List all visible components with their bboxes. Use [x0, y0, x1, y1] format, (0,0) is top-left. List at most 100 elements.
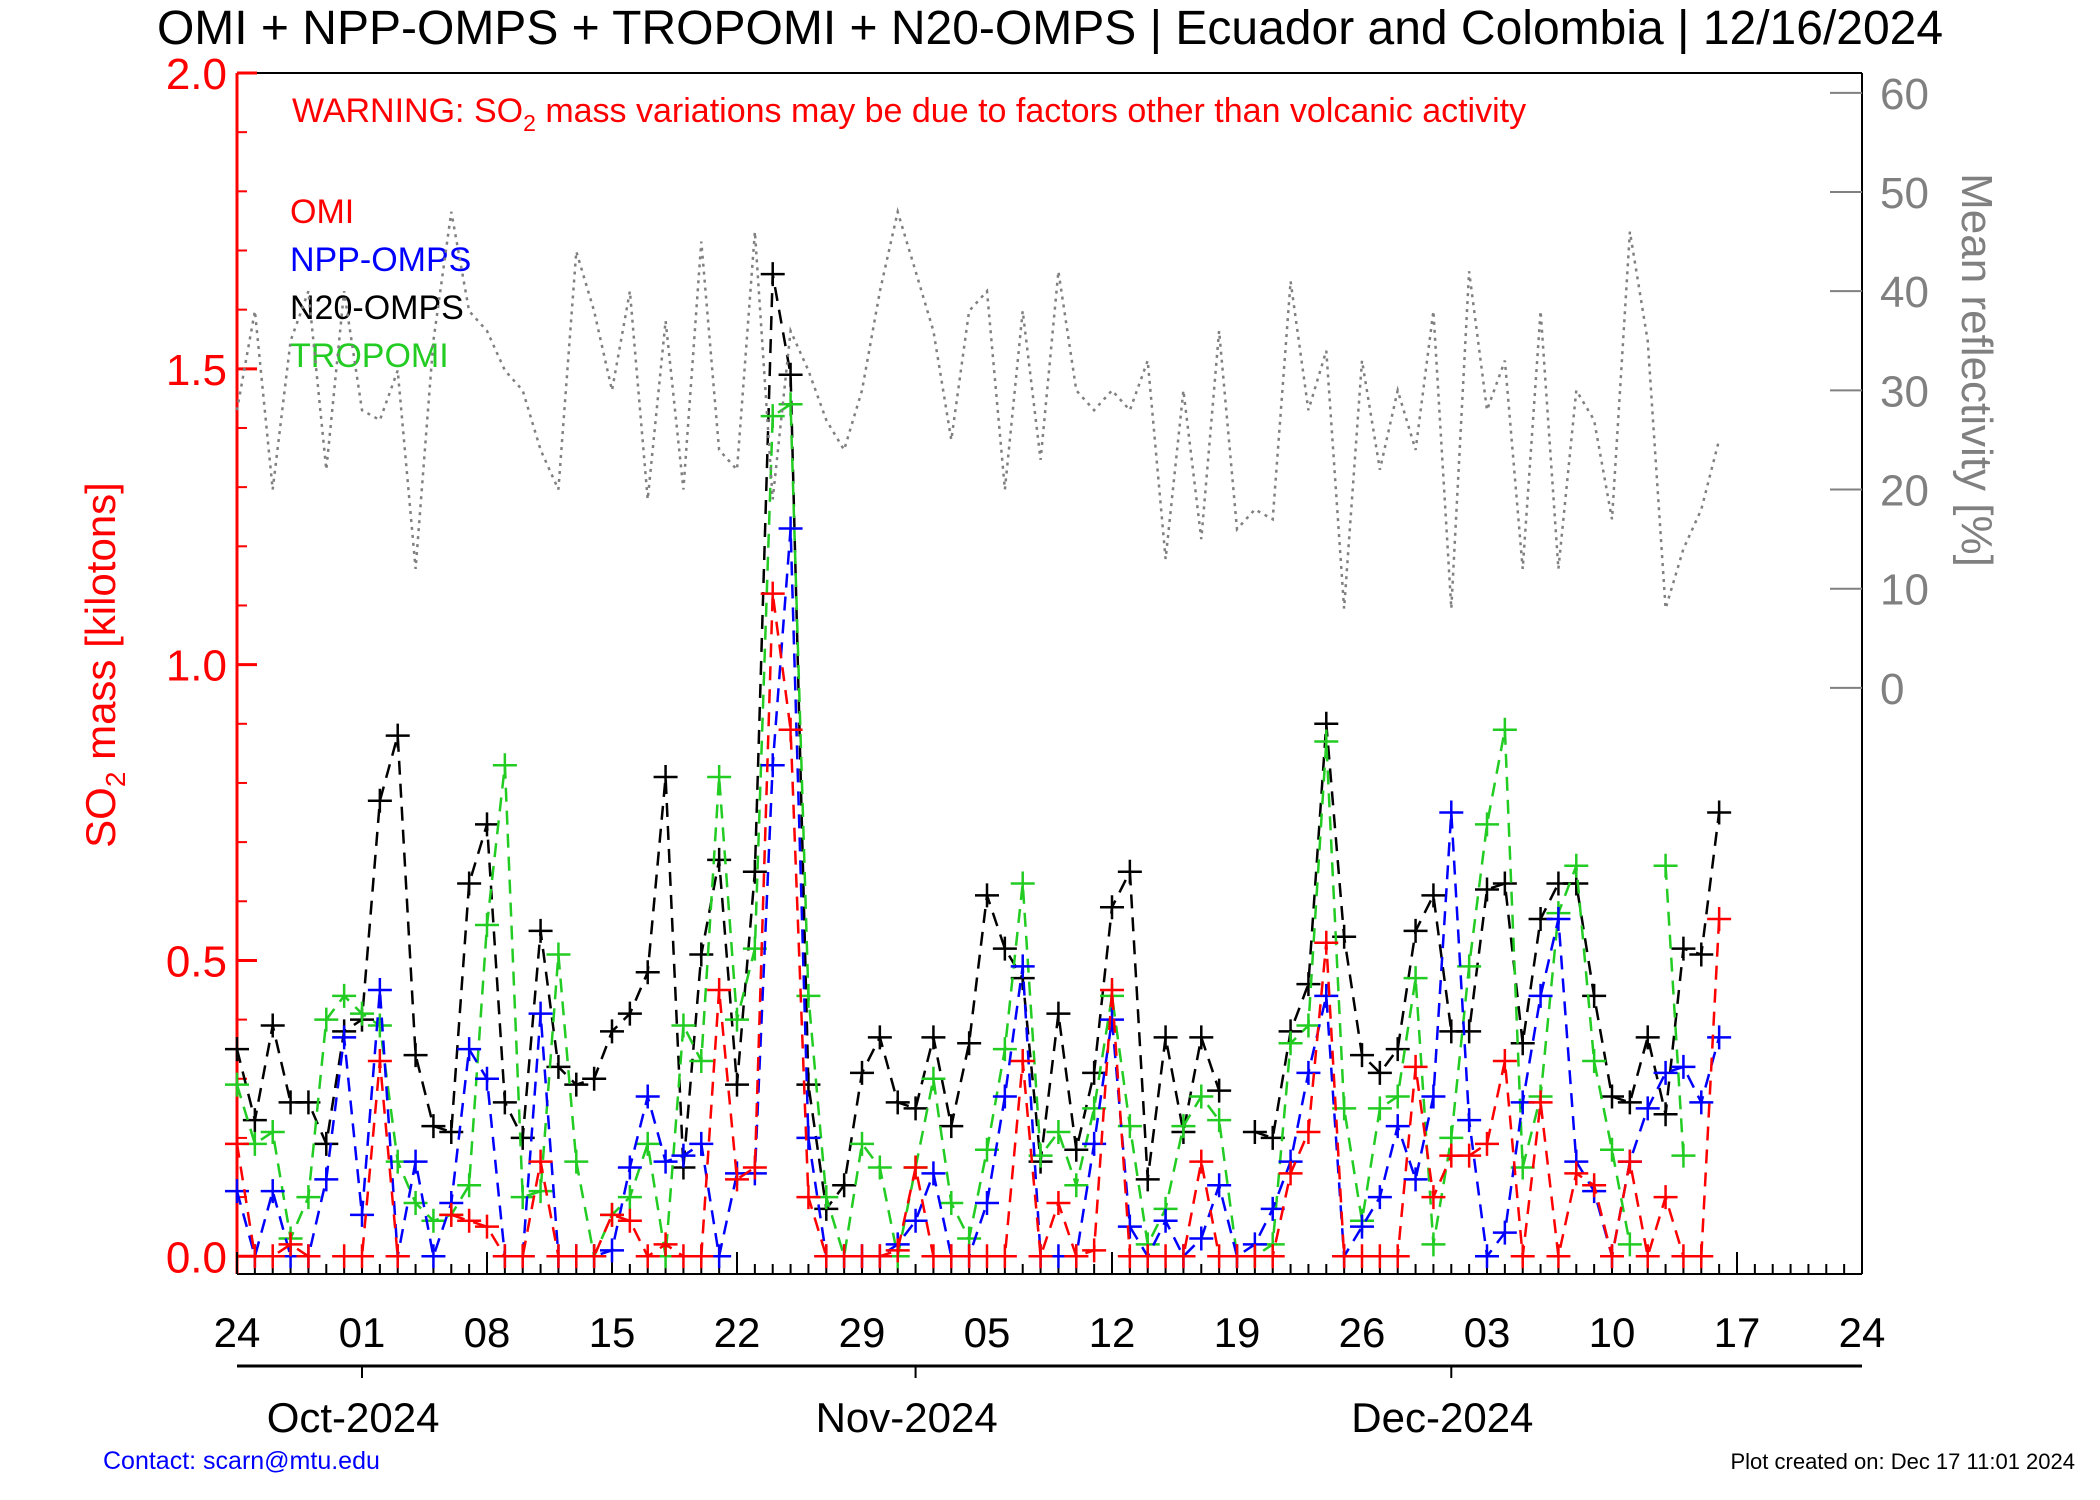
y2-tick-label: 0	[1880, 665, 1904, 714]
data-point	[1671, 1054, 1696, 1079]
data-point	[564, 1072, 589, 1097]
data-point	[457, 1037, 482, 1062]
data-point	[1100, 895, 1124, 920]
data-point	[1475, 1131, 1499, 1156]
data-point	[1385, 1114, 1410, 1139]
x-tick-label: 15	[589, 1309, 636, 1356]
data-point	[1153, 1025, 1178, 1050]
data-point	[1617, 1232, 1642, 1257]
data-point	[1635, 1025, 1660, 1050]
data-point	[492, 753, 517, 778]
data-point	[1689, 942, 1714, 967]
data-point	[1439, 800, 1464, 825]
data-point	[1564, 1161, 1589, 1186]
data-point	[1260, 1125, 1285, 1150]
data-point	[1653, 853, 1678, 878]
data-point	[1135, 1167, 1160, 1192]
data-point	[1600, 1244, 1624, 1269]
data-point	[385, 723, 410, 748]
data-point	[1207, 1108, 1232, 1133]
data-point	[385, 1244, 410, 1269]
data-point	[350, 1001, 374, 1026]
data-point	[260, 1244, 285, 1269]
data-point	[832, 1173, 857, 1198]
data-point	[1653, 1185, 1678, 1210]
y-tick-label: 0.5	[166, 937, 227, 986]
data-point	[1457, 1143, 1482, 1168]
data-point	[1171, 1114, 1196, 1139]
data-point	[1189, 1149, 1214, 1174]
data-point	[867, 1025, 892, 1050]
data-point	[778, 516, 803, 541]
data-point	[457, 1208, 482, 1233]
data-point	[1189, 1084, 1214, 1109]
data-point	[225, 1072, 249, 1097]
data-point	[546, 942, 571, 967]
ylabel-sub: 2	[100, 772, 131, 788]
data-point	[528, 1179, 553, 1204]
y2-tick-label: 60	[1880, 70, 1929, 119]
data-point	[635, 1084, 660, 1109]
data-point	[1421, 1185, 1446, 1210]
ylabel-pre: SO	[77, 787, 124, 848]
data-point	[1635, 1096, 1660, 1121]
data-point	[1600, 1084, 1624, 1109]
ylabel-post: mass [kilotons]	[77, 482, 124, 771]
x-tick-label: 01	[339, 1309, 386, 1356]
data-point	[689, 1131, 714, 1156]
data-point	[992, 1244, 1017, 1269]
data-point	[1064, 1137, 1089, 1162]
warning-sub: 2	[523, 110, 536, 136]
x-tick-label: 24	[1839, 1309, 1886, 1356]
data-point	[689, 1244, 714, 1269]
x-tick-label: 19	[1214, 1309, 1261, 1356]
data-point	[1314, 729, 1339, 754]
data-point	[1314, 930, 1339, 955]
contact-link[interactable]: Contact: scarn@mtu.edu	[103, 1447, 380, 1475]
data-point	[1260, 1244, 1285, 1269]
series-omi	[225, 581, 1732, 1269]
data-point	[510, 1185, 535, 1210]
y2-tick-label: 40	[1880, 268, 1929, 317]
data-point	[992, 1037, 1017, 1062]
data-point	[1421, 883, 1446, 908]
data-point	[475, 1214, 499, 1239]
data-point	[1385, 1037, 1410, 1062]
data-point	[1082, 1238, 1107, 1263]
data-point	[742, 859, 767, 884]
data-point	[600, 1202, 624, 1227]
data-point	[850, 1060, 874, 1085]
data-point	[742, 936, 767, 961]
data-point	[957, 1031, 982, 1056]
data-point	[564, 1149, 589, 1174]
data-point	[1082, 1060, 1107, 1085]
data-point	[1617, 1149, 1642, 1174]
data-point	[350, 1202, 374, 1227]
data-point	[1689, 1090, 1714, 1115]
data-point	[617, 1001, 642, 1026]
data-point	[1010, 1049, 1035, 1074]
data-point	[1207, 1078, 1232, 1103]
y-tick-label: 0.0	[166, 1233, 227, 1282]
data-point	[1385, 1084, 1410, 1109]
data-point	[760, 262, 785, 287]
data-point	[1421, 1084, 1446, 1109]
data-point	[1117, 859, 1142, 884]
data-point	[314, 1167, 339, 1192]
data-point	[1064, 1173, 1089, 1198]
data-point	[796, 1125, 821, 1150]
data-point	[1296, 1060, 1321, 1085]
data-point	[225, 1131, 249, 1156]
data-point	[1153, 1208, 1178, 1233]
data-point	[1171, 1244, 1196, 1269]
data-point	[1510, 1244, 1535, 1269]
data-point	[1278, 1161, 1303, 1186]
data-point	[296, 1244, 321, 1269]
data-point	[1296, 1013, 1321, 1038]
data-point	[367, 978, 392, 1003]
data-point	[1421, 1232, 1446, 1257]
data-point	[1100, 1007, 1124, 1032]
data-point	[1671, 936, 1696, 961]
data-point	[1046, 1001, 1071, 1026]
